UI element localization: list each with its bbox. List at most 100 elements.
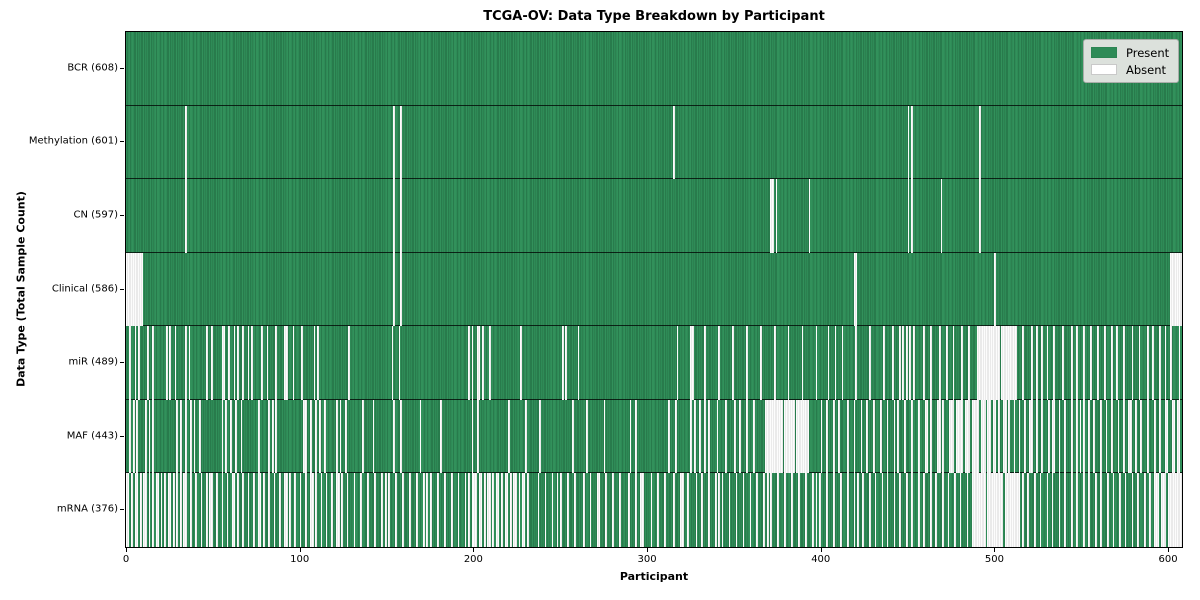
- absent-stripe: [1138, 326, 1141, 400]
- absent-stripe: [1143, 473, 1146, 548]
- absent-stripe: [292, 326, 295, 400]
- absent-stripe: [574, 473, 576, 548]
- absent-stripe: [1171, 399, 1176, 474]
- absent-stripe: [1022, 473, 1024, 548]
- absent-stripe: [185, 399, 187, 474]
- absent-stripe: [746, 399, 748, 474]
- absent-stripe: [139, 473, 142, 548]
- absent-stripe: [341, 473, 344, 548]
- absent-stripe: [1027, 473, 1030, 548]
- absent-stripe: [436, 473, 439, 548]
- absent-stripe: [1100, 473, 1103, 548]
- absent-stripe: [603, 399, 606, 474]
- absent-stripe: [855, 326, 858, 400]
- absent-stripe: [997, 399, 1000, 474]
- absent-stripe: [954, 473, 957, 548]
- absent-stripe: [1022, 326, 1024, 400]
- legend-swatch-absent-icon: [1091, 64, 1117, 75]
- absent-stripe: [501, 473, 503, 548]
- absent-stripe: [169, 326, 172, 400]
- absent-stripe: [777, 473, 780, 548]
- absent-stripe: [612, 473, 615, 548]
- absent-stripe: [310, 473, 314, 548]
- absent-stripe: [504, 473, 509, 548]
- absent-stripe: [1058, 473, 1061, 548]
- absent-stripe: [728, 473, 731, 548]
- absent-stripe: [905, 473, 908, 548]
- y-tick-label: MAF (443): [66, 430, 118, 442]
- absent-stripe: [869, 326, 872, 400]
- absent-stripe: [749, 473, 752, 548]
- absent-stripe: [468, 473, 470, 548]
- absent-stripe: [289, 473, 291, 548]
- absent-stripe: [964, 399, 971, 474]
- absent-stripe: [640, 473, 644, 548]
- absent-stripe: [324, 399, 326, 474]
- absent-stripe: [775, 179, 778, 253]
- absent-stripe: [907, 179, 910, 253]
- y-tick-mark: [120, 288, 124, 290]
- absent-stripe: [393, 399, 396, 474]
- absent-stripe: [146, 326, 149, 400]
- absent-stripe: [537, 473, 540, 548]
- absent-stripe: [586, 399, 588, 474]
- absent-stripe: [190, 399, 192, 474]
- absent-stripe: [495, 473, 500, 548]
- absent-stripe: [938, 326, 941, 400]
- absent-stripe: [1058, 399, 1061, 474]
- absent-stripe: [883, 326, 885, 400]
- absent-stripe: [725, 399, 727, 474]
- absent-stripe: [284, 326, 288, 400]
- absent-stripe: [676, 326, 679, 400]
- absent-stripe: [1110, 326, 1113, 400]
- absent-stripe: [261, 326, 264, 400]
- absent-stripe: [1147, 399, 1149, 474]
- absent-stripe: [968, 326, 971, 400]
- absent-stripe: [1079, 399, 1082, 474]
- absent-stripe: [527, 473, 529, 548]
- absent-stripe: [664, 473, 667, 548]
- absent-stripe: [258, 473, 262, 548]
- absent-stripe: [700, 473, 703, 548]
- absent-stripe: [695, 473, 698, 548]
- absent-stripe: [303, 399, 307, 474]
- absent-stripe: [911, 399, 913, 474]
- absent-stripe: [956, 399, 964, 474]
- absent-stripe: [1164, 326, 1167, 400]
- absent-stripe: [1083, 399, 1085, 474]
- absent-stripe: [473, 473, 477, 548]
- absent-stripe: [167, 473, 172, 548]
- absent-stripe: [886, 473, 889, 548]
- absent-stripe: [457, 473, 460, 548]
- absent-stripe: [891, 326, 894, 400]
- absent-stripe: [374, 473, 377, 548]
- absent-stripe: [634, 473, 637, 548]
- absent-stripe: [1076, 399, 1078, 474]
- absent-stripe: [129, 399, 132, 474]
- absent-stripe: [1089, 326, 1092, 400]
- absent-stripe: [211, 326, 213, 400]
- absent-stripe: [508, 399, 510, 474]
- absent-stripe: [763, 473, 766, 548]
- absent-stripe: [1018, 399, 1021, 474]
- absent-stripe: [798, 473, 800, 548]
- absent-stripe: [275, 326, 278, 400]
- absent-stripe: [478, 473, 483, 548]
- y-tick-label: BCR (608): [67, 62, 118, 74]
- absent-stripe: [174, 326, 177, 400]
- absent-stripe: [784, 473, 786, 548]
- absent-stripe: [487, 473, 491, 548]
- absent-stripe: [567, 473, 569, 548]
- x-tick-label: 300: [637, 553, 657, 565]
- absent-stripe: [320, 473, 323, 548]
- absent-stripe: [195, 473, 198, 548]
- absent-stripe: [492, 473, 495, 548]
- absent-stripe: [819, 473, 821, 548]
- absent-stripe: [857, 473, 859, 548]
- absent-stripe: [1034, 473, 1037, 548]
- absent-stripe: [1135, 399, 1137, 474]
- y-tick-label: miR (489): [68, 356, 118, 368]
- row-clinical: [126, 252, 1182, 327]
- absent-stripe: [992, 399, 997, 474]
- absent-stripe: [317, 326, 319, 400]
